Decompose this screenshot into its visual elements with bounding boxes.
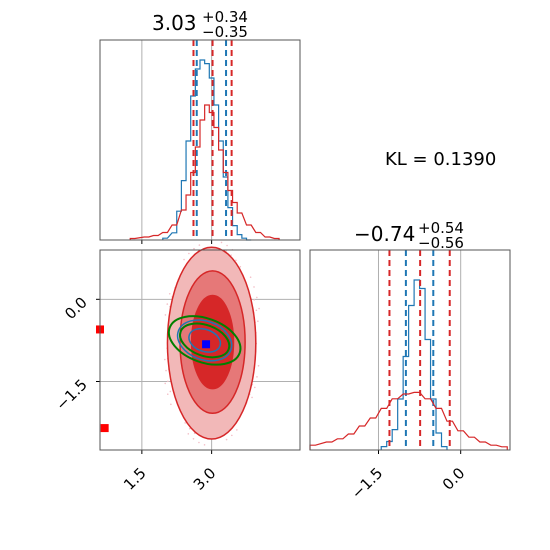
sample-point xyxy=(257,364,260,367)
x-title-upper: +0.34 xyxy=(202,8,248,26)
blue-contour xyxy=(188,327,222,353)
y-title-median: −0.74 xyxy=(354,222,415,246)
panel-frame xyxy=(309,249,511,451)
y-title-upper: +0.54 xyxy=(418,219,464,237)
sample-point xyxy=(169,390,172,393)
sample-point xyxy=(188,252,190,255)
sample-point xyxy=(239,265,242,268)
panel-frame xyxy=(99,39,301,241)
sample-point xyxy=(164,314,167,316)
sample-point xyxy=(235,259,237,262)
x-marginal-panel xyxy=(99,39,301,244)
sample-point xyxy=(258,307,260,310)
sample-point xyxy=(254,386,256,389)
sample-point xyxy=(203,444,206,446)
sample-point xyxy=(168,292,171,295)
sample-point xyxy=(220,241,223,244)
x-tick-label: 1.5 xyxy=(120,464,150,494)
sample-point xyxy=(187,433,190,435)
sample-point xyxy=(253,286,255,288)
kl-value: KL = 0.1390 xyxy=(385,149,496,170)
sample-point xyxy=(226,244,228,247)
y-tick-label: −1.5 xyxy=(52,376,90,414)
sample-point xyxy=(188,427,191,430)
histogram-step xyxy=(380,279,448,450)
sample-point xyxy=(183,258,185,261)
sample-point xyxy=(257,320,259,323)
x-tick-label: 3.0 xyxy=(190,464,220,494)
sample-point xyxy=(192,438,195,440)
x-title-median: 3.03 xyxy=(152,11,197,35)
sample-point xyxy=(164,358,166,361)
sample-point xyxy=(165,369,167,372)
sample-point xyxy=(249,276,252,279)
sample-point xyxy=(256,376,258,378)
sample-point xyxy=(167,380,169,383)
sample-point xyxy=(225,438,228,441)
blue-contour xyxy=(176,319,233,362)
y-title-lower: −0.56 xyxy=(418,234,464,252)
x-tick-label: −1.5 xyxy=(348,464,386,502)
green-ellipse xyxy=(167,315,242,366)
marker-square xyxy=(202,340,211,349)
sample-point xyxy=(236,429,238,431)
sample-point xyxy=(253,299,256,301)
joint-contour-panel: 1.5 3.0 0.0 −1.5 xyxy=(52,241,301,494)
sample-point xyxy=(230,254,232,256)
sample-point xyxy=(198,441,200,444)
panel-frame xyxy=(99,249,301,451)
x-tick-label: 0.0 xyxy=(439,464,469,494)
histogram-step xyxy=(309,391,508,450)
sample-point xyxy=(166,393,169,395)
sample-point xyxy=(231,434,233,437)
sample-point xyxy=(164,382,167,385)
green-ellipse xyxy=(179,322,231,359)
sample-point xyxy=(255,309,258,312)
sample-point xyxy=(198,244,201,246)
sample-point xyxy=(193,247,195,250)
sample-point xyxy=(166,303,169,305)
x-title-lower: −0.35 xyxy=(202,23,248,41)
marker-square xyxy=(100,424,109,433)
sample-point xyxy=(184,422,186,424)
sample-point xyxy=(256,296,258,299)
sample-point xyxy=(251,396,253,399)
y-marginal-panel: −1.5 0.0 xyxy=(309,249,511,503)
histogram-step xyxy=(129,104,280,240)
red-contour xyxy=(190,294,235,390)
sample-point xyxy=(170,403,172,406)
y-tick-label: 0.0 xyxy=(61,293,91,323)
